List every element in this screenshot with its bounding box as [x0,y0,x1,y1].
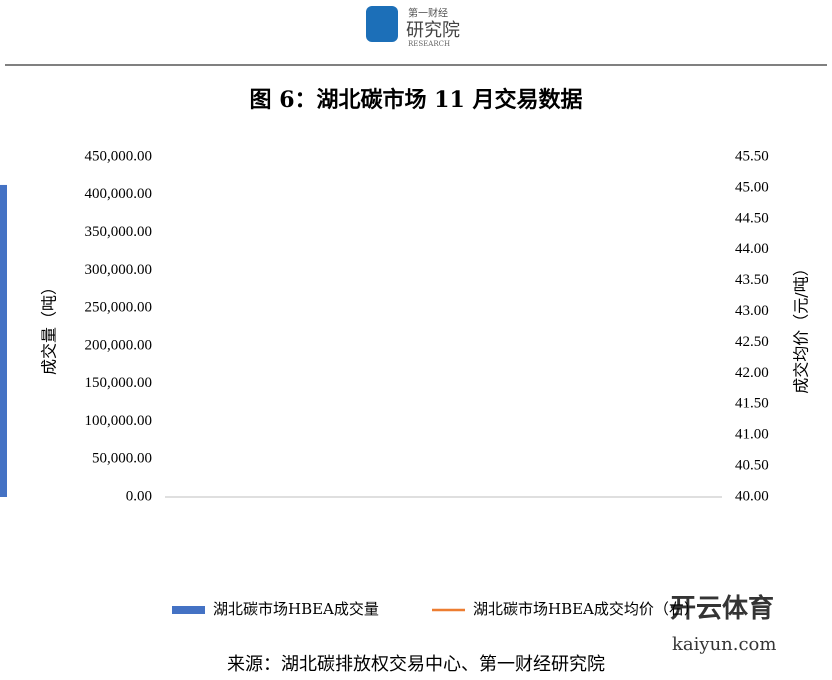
y-tick-label: 50,000.00 [92,451,152,467]
y2-tick-label: 43.50 [735,272,769,288]
y2-axis-label: 成交均价（元/吨） [792,260,811,393]
y-tick-label: 200,000.00 [85,337,153,353]
y2-tick-label: 41.50 [735,396,769,412]
y-tick-label: 150,000.00 [85,375,153,391]
y2-tick-label: 43.00 [735,303,769,319]
y-tick-label: 250,000.00 [85,300,153,316]
bar [0,184,7,497]
y2-tick-label: 44.50 [735,210,769,226]
logo-sub: RESEARCH [408,40,450,48]
logo-brand: 第一财经 [408,7,448,20]
y2-tick-label: 42.00 [735,365,769,381]
bar [0,364,7,497]
y-axis-label: 成交量（吨） [40,279,59,375]
y-tick-label: 450,000.00 [85,148,153,164]
logo-icon [366,6,398,42]
chart-title: 图 6：湖北碳市场 11 月交易数据 [250,87,583,113]
watermark-name: 开云体育 [670,593,774,624]
y2-tick-label: 45.50 [735,148,769,164]
legend-label: 湖北碳市场HBEA成交量 [213,600,379,618]
logo-name: 研究院 [406,20,460,41]
legend-swatch [172,606,205,614]
y2-tick-label: 44.00 [735,241,769,257]
y2-tick-label: 42.50 [735,334,769,350]
y-tick-label: 400,000.00 [85,186,153,202]
y-tick-label: 350,000.00 [85,224,153,240]
y2-tick-label: 45.00 [735,179,769,195]
y2-tick-label: 41.00 [735,427,769,443]
y2-tick-label: 40.00 [735,488,769,504]
legend-label: 湖北碳市场HBEA成交均价（右） [473,600,699,618]
y2-tick-label: 40.50 [735,458,769,474]
y-tick-label: 100,000.00 [85,413,153,429]
source: 来源：湖北碳排放权交易中心、第一财经研究院 [227,654,605,675]
y-tick-label: 300,000.00 [85,262,153,278]
bar [0,481,7,497]
y-tick-label: 0.00 [126,488,152,504]
watermark-url: kaiyun.com [672,634,776,655]
